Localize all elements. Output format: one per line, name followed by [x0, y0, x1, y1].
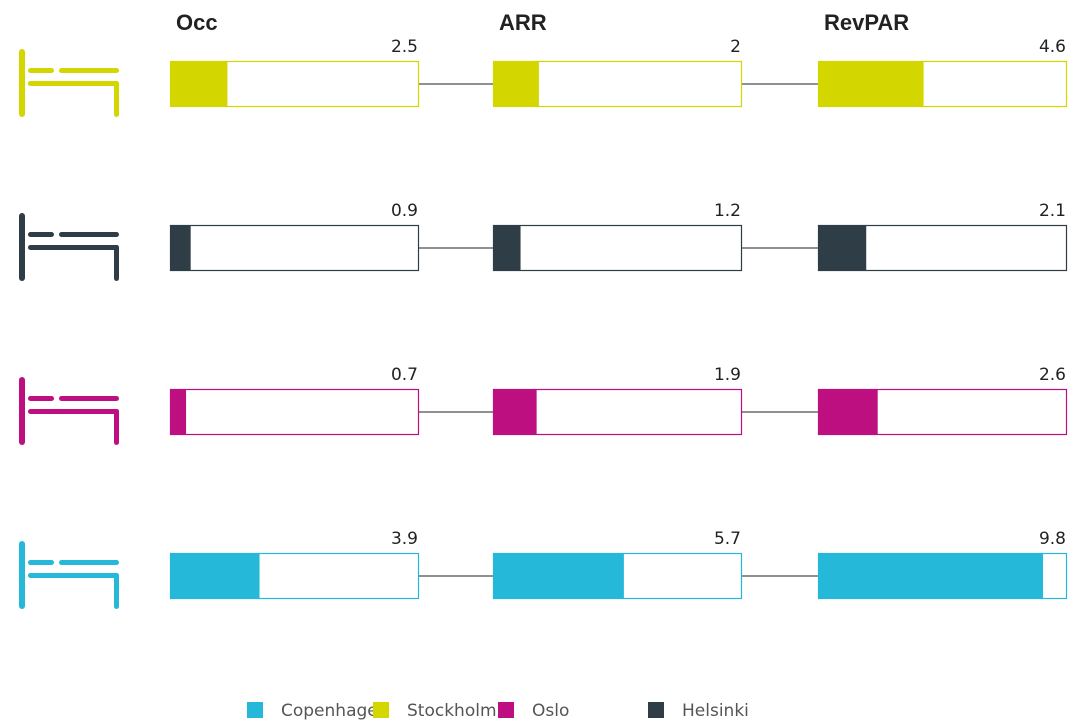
bed-icon	[114, 573, 119, 609]
bar-frame	[817, 60, 1068, 108]
bar-frame	[817, 388, 1068, 436]
legend-swatch	[373, 702, 389, 718]
metric-title: Occ	[176, 10, 218, 35]
bar	[818, 389, 878, 435]
bed-icon	[59, 232, 119, 237]
bar-frame	[169, 224, 420, 272]
legend-swatch	[498, 702, 514, 718]
metric-title: RevPAR	[824, 10, 909, 35]
bed-icon	[19, 377, 25, 445]
bed-icon	[28, 560, 54, 565]
legend-label: Helsinki	[682, 701, 749, 721]
bar	[493, 225, 521, 271]
legend-label: Oslo	[532, 701, 569, 721]
value-label: 2.5	[391, 37, 418, 57]
value-label: 5.7	[714, 529, 741, 549]
bar	[493, 553, 624, 599]
value-label: 0.7	[391, 365, 418, 385]
bar-frame	[169, 388, 420, 436]
legend-swatch	[648, 702, 664, 718]
bar	[170, 225, 191, 271]
bar	[493, 389, 537, 435]
bar	[493, 61, 539, 107]
bar	[170, 61, 228, 107]
legend-label: Copenhagen	[281, 701, 389, 721]
bed-icon	[114, 409, 119, 445]
bed-icon	[19, 213, 25, 281]
bed-icon	[59, 560, 119, 565]
bar-frame	[169, 552, 420, 600]
value-label: 1.9	[714, 365, 741, 385]
bar-frame	[492, 552, 743, 600]
bed-icon	[19, 49, 25, 117]
bed-icon	[59, 68, 119, 73]
bar-frame	[817, 552, 1068, 600]
value-label: 4.6	[1039, 37, 1066, 57]
value-label: 0.9	[391, 201, 418, 221]
bed-icon	[28, 396, 54, 401]
bed-icon	[28, 81, 119, 86]
bed-icon	[114, 81, 119, 117]
legend-swatch	[247, 702, 263, 718]
bar	[818, 61, 924, 107]
bar	[818, 225, 867, 271]
bar-frame	[817, 224, 1068, 272]
value-label: 2	[730, 37, 741, 57]
bed-icon	[19, 541, 25, 609]
bed-icon	[28, 409, 119, 414]
bar-frame	[492, 388, 743, 436]
legend-label: Stockholm	[407, 701, 497, 721]
bar	[170, 553, 260, 599]
bar-frame	[492, 60, 743, 108]
value-label: 2.1	[1039, 201, 1066, 221]
bed-icon	[114, 245, 119, 281]
bed-icon	[28, 245, 119, 250]
value-label: 2.6	[1039, 365, 1066, 385]
value-label: 9.8	[1039, 529, 1066, 549]
bar	[170, 389, 187, 435]
bar-frame	[169, 60, 420, 108]
bar-frame	[492, 224, 743, 272]
bed-icon	[59, 396, 119, 401]
bed-icon	[28, 573, 119, 578]
bed-icon	[28, 68, 54, 73]
value-label: 3.9	[391, 529, 418, 549]
bed-icon	[28, 232, 54, 237]
value-label: 1.2	[714, 201, 741, 221]
metric-title: ARR	[499, 10, 547, 35]
bar	[818, 553, 1044, 599]
